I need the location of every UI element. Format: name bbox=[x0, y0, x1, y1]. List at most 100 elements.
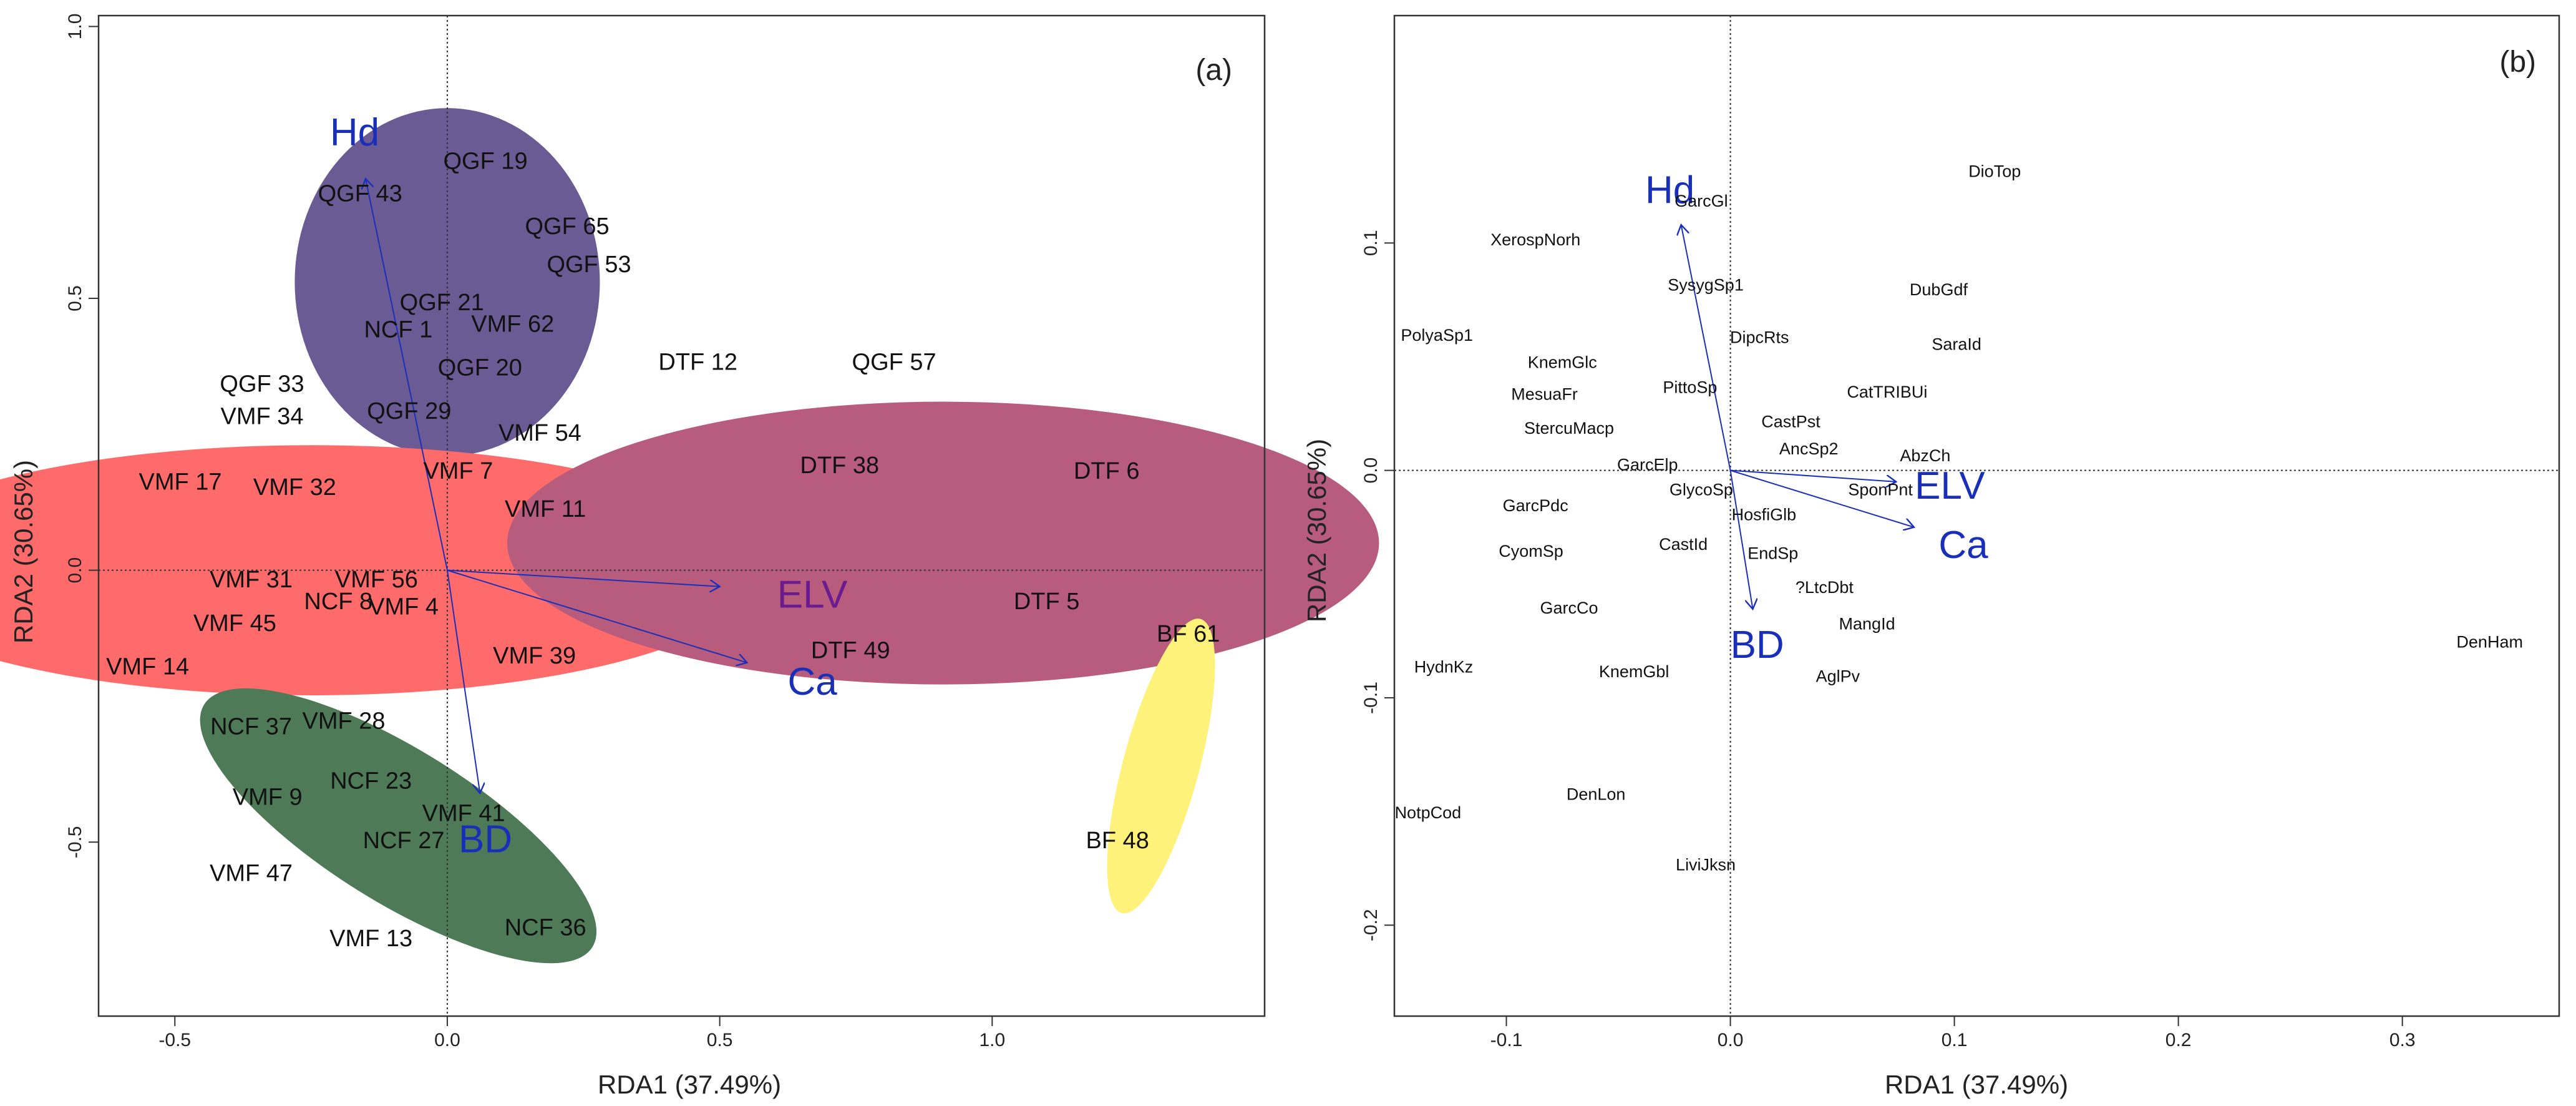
point-label-a-vmf-31: VMF 31 bbox=[210, 567, 293, 593]
point-label-a-qgf-21: QGF 21 bbox=[400, 290, 484, 316]
point-label-a-dtf-5: DTF 5 bbox=[1014, 589, 1080, 615]
arrow-label-a-elv: ELV bbox=[777, 574, 848, 617]
point-label-a-qgf-65: QGF 65 bbox=[525, 213, 610, 240]
y-tick-label-a-0: -0.5 bbox=[65, 826, 85, 858]
point-label-b-hosfiglb: HosfiGlb bbox=[1732, 506, 1797, 524]
x-tick-label-b-4: 0.3 bbox=[2389, 1030, 2416, 1050]
point-label-b-garcelp: GarcElp bbox=[1617, 455, 1678, 474]
ellipse-dtf-group bbox=[507, 401, 1379, 685]
arrow-label-a-ca: Ca bbox=[787, 660, 837, 703]
point-label-a-vmf-56: VMF 56 bbox=[335, 567, 418, 593]
point-label-a-vmf-11: VMF 11 bbox=[505, 496, 586, 522]
point-label-b-aglpv: AglPv bbox=[1816, 667, 1860, 685]
point-label-b-castid: CastId bbox=[1659, 535, 1708, 554]
x-tick-label-b-1: 0.0 bbox=[1718, 1030, 1744, 1050]
point-label-b-castpst: CastPst bbox=[1761, 412, 1820, 431]
panel-a-plot-frame bbox=[97, 14, 1266, 1017]
arrow-label-b-bd: BD bbox=[1731, 624, 1784, 667]
point-label-b-dipcrts: DipcRts bbox=[1730, 328, 1789, 346]
point-label-a-dtf-6: DTF 6 bbox=[1074, 458, 1140, 484]
arrow-b-hd bbox=[1681, 225, 1731, 471]
arrow-b-elv bbox=[1730, 469, 1897, 482]
panel-a: -0.5 0.0 0.5 1.0 -0.5 0.0 0.5 1.0 Hd ELV Ca BD QGF 1… bbox=[0, 14, 1379, 1099]
arrow-label-a-hd: Hd bbox=[330, 111, 379, 154]
point-label-b-stercumacp: StercuMacp bbox=[1524, 419, 1614, 438]
x-tick-label-b-3: 0.2 bbox=[2165, 1030, 2192, 1050]
point-label-a-qgf-29: QGF 29 bbox=[367, 398, 451, 424]
point-label-a-vmf-17: VMF 17 bbox=[139, 469, 221, 495]
point-label-a-qgf-19: QGF 19 bbox=[444, 148, 528, 174]
point-label-a-ncf-37: NCF 37 bbox=[210, 713, 292, 740]
arrow-label-b-hd: Hd bbox=[1645, 169, 1694, 212]
y-tick-label-a-3: 1.0 bbox=[65, 14, 85, 40]
point-label-a-vmf-13: VMF 13 bbox=[329, 926, 412, 952]
point-label-a-vmf-45: VMF 45 bbox=[193, 610, 276, 637]
y-tick-label-b-3: 0.1 bbox=[1361, 230, 1381, 256]
panel-a-label: (a) bbox=[1195, 54, 1232, 87]
point-label-a-vmf-47: VMF 47 bbox=[210, 861, 293, 887]
point-label-a-dtf-49: DTF 49 bbox=[811, 637, 890, 663]
point-label-a-vmf-41: VMF 41 bbox=[422, 801, 505, 827]
point-label-a-dtf-38: DTF 38 bbox=[800, 453, 879, 479]
x-tick-label-b-2: 0.1 bbox=[1942, 1030, 1968, 1050]
point-label-b-diotop: DioTop bbox=[1968, 162, 2021, 181]
x-tick-label-a-3: 1.0 bbox=[979, 1030, 1005, 1050]
arrow-label-a-bd: BD bbox=[459, 818, 512, 861]
point-label-b-knemgbl: KnemGbl bbox=[1599, 662, 1670, 681]
point-label-a-vmf-28: VMF 28 bbox=[302, 708, 385, 735]
y-tick-label-b-1: -0.1 bbox=[1361, 682, 1381, 714]
point-label-b-knemglc: KnemGlc bbox=[1528, 353, 1597, 372]
arrow-label-b-elv: ELV bbox=[1915, 464, 1985, 507]
point-label-b-xerospnorh: XerospNorh bbox=[1490, 230, 1580, 249]
point-label-b-mesuafr: MesuaFr bbox=[1511, 385, 1578, 404]
y-tick-label-a-1: 0.0 bbox=[65, 557, 85, 584]
point-label-a-bf-48: BF 48 bbox=[1086, 828, 1149, 854]
point-label-a-ncf-23: NCF 23 bbox=[330, 768, 412, 794]
point-label-b-sysygsp1: SysygSp1 bbox=[1668, 276, 1744, 295]
point-label-b-garcgl: GarcGl bbox=[1674, 192, 1728, 210]
y-tick-label-b-2: 0.0 bbox=[1361, 458, 1381, 484]
ellipse-qgf-group bbox=[294, 108, 600, 456]
panel-a-plot-layer: -0.5 0.0 0.5 1.0 -0.5 0.0 0.5 1.0 Hd ELV Ca BD QGF 1… bbox=[0, 14, 1379, 1050]
point-label-a-qgf-57: QGF 57 bbox=[852, 350, 936, 376]
panel-a-xlabel: RDA1 (37.49%) bbox=[598, 1070, 781, 1099]
x-tick-label-a-0: -0.5 bbox=[158, 1030, 191, 1050]
point-label-b-denlon: DenLon bbox=[1567, 785, 1626, 804]
point-label-b-cyomsp: CyomSp bbox=[1499, 542, 1563, 560]
arrow-a-bd bbox=[446, 570, 480, 793]
point-label-b-denham: DenHam bbox=[2456, 633, 2523, 652]
point-label-a-ncf-36: NCF 36 bbox=[505, 915, 586, 941]
point-label-a-vmf-62: VMF 62 bbox=[471, 311, 554, 338]
y-tick-label-b-0: -0.2 bbox=[1361, 909, 1381, 941]
arrow-a-ca bbox=[447, 569, 747, 663]
point-label-b-garcpdc: GarcPdc bbox=[1503, 496, 1568, 515]
point-label-a-vmf-32: VMF 32 bbox=[253, 474, 336, 501]
point-label-b-garcco: GarcCo bbox=[1540, 599, 1598, 617]
point-label-a-vmf-39: VMF 39 bbox=[493, 643, 576, 669]
panel-b-xlabel: RDA1 (37.49%) bbox=[1885, 1070, 2068, 1099]
panel-b-label: (b) bbox=[2499, 46, 2536, 79]
x-tick-label-b-0: -0.1 bbox=[1490, 1030, 1523, 1050]
panel-a-ylabel: RDA2 (30.65%) bbox=[9, 460, 38, 644]
point-label-b-polyasp1: PolyaSp1 bbox=[1401, 326, 1473, 345]
point-label-b-saraid: SaraId bbox=[1932, 335, 1981, 353]
point-label-a-vmf-9: VMF 9 bbox=[233, 785, 303, 811]
point-label-a-vmf-4: VMF 4 bbox=[369, 594, 439, 620]
point-label-b-livijksn: LiviJksn bbox=[1676, 856, 1736, 874]
arrow-b-ca bbox=[1730, 469, 1914, 527]
point-label-a-ncf-1: NCF 1 bbox=[364, 316, 432, 343]
point-label-b-notpcod: NotpCod bbox=[1395, 803, 1462, 822]
point-label-a-vmf-14: VMF 14 bbox=[106, 653, 189, 680]
point-label-a-bf-61: BF 61 bbox=[1157, 621, 1220, 647]
point-label-b-endsp: EndSp bbox=[1747, 544, 1798, 563]
arrow-label-b-ca: Ca bbox=[1938, 524, 1988, 567]
ellipse-ncf-group bbox=[200, 688, 597, 964]
panel-b-plot-layer: -0.1 0.0 0.1 0.2 0.3 -0.2 -0.1 0.0 0.1 Hd ELV Ca BD D… bbox=[1361, 14, 2560, 1050]
point-label-a-qgf-33: QGF 33 bbox=[220, 371, 304, 397]
panel-b-ylabel: RDA2 (30.65%) bbox=[1302, 439, 1331, 622]
arrow-b-bd bbox=[1729, 470, 1753, 609]
y-tick-label-a-2: 0.5 bbox=[65, 285, 85, 311]
point-label-b-hydnkz: HydnKz bbox=[1414, 658, 1474, 677]
point-label-a-ncf-27: NCF 27 bbox=[363, 828, 445, 854]
